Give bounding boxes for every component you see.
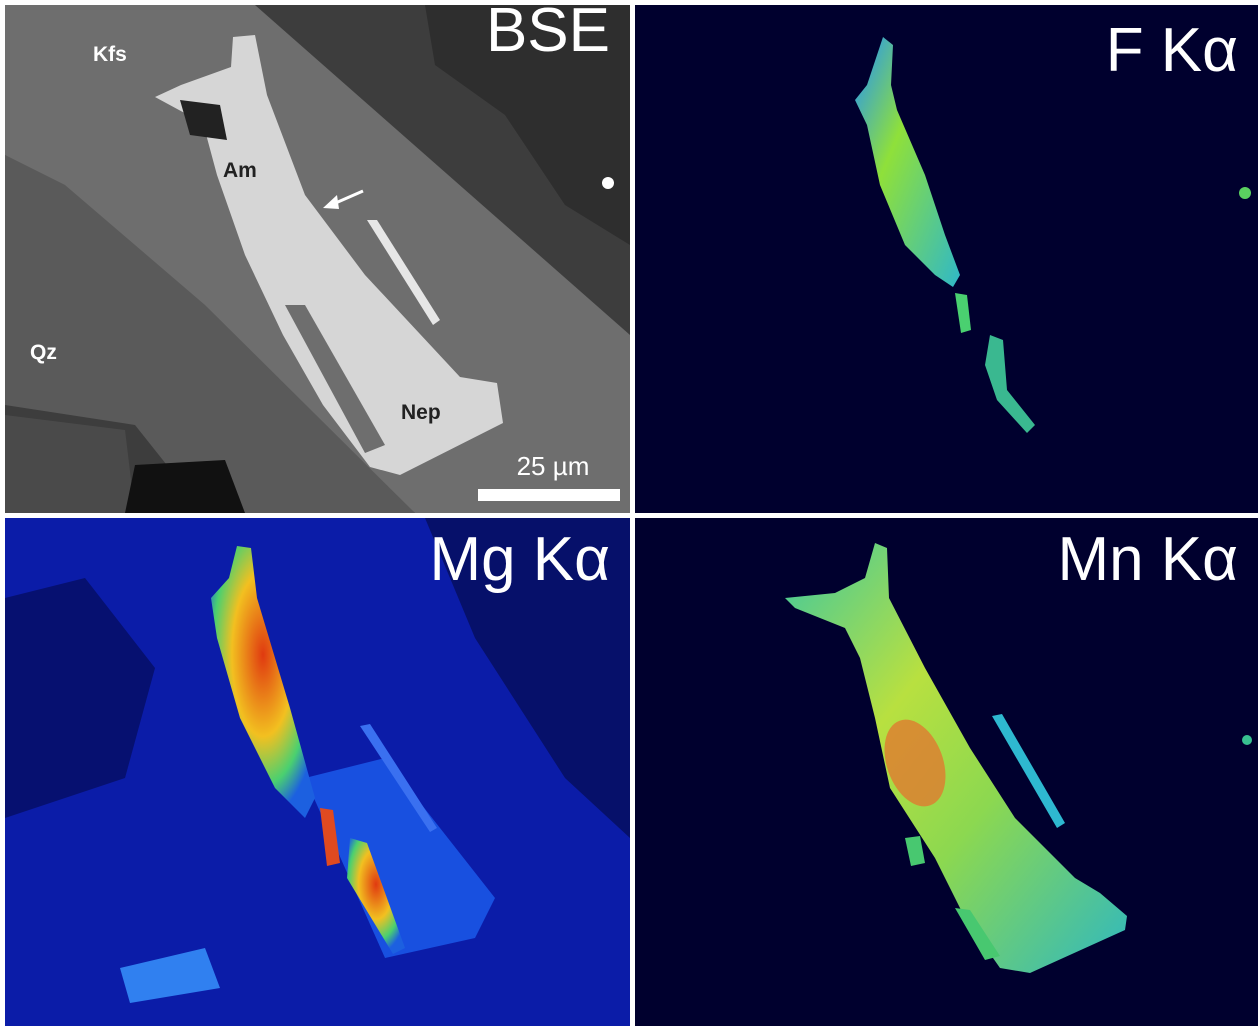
mn-panel: Mn Kα xyxy=(635,518,1258,1026)
mineral-label: Am xyxy=(223,159,257,182)
figure: BSE Kfs Am Qz Nep 25 µm F Kα Mg Kα xyxy=(0,0,1260,1026)
f-panel: F Kα xyxy=(635,5,1258,513)
mineral-label: Nep xyxy=(401,401,441,424)
fluorine-spot xyxy=(1239,187,1251,199)
mg-panel: Mg Kα xyxy=(5,518,630,1026)
manganese-spot xyxy=(1242,735,1252,745)
mineral-label: Qz xyxy=(30,341,57,364)
bse-panel: BSE Kfs Am Qz Nep 25 µm xyxy=(5,0,630,513)
scale-bar-label: 25 µm xyxy=(517,451,590,481)
mineral-label: Kfs xyxy=(93,43,127,66)
panel-label: Mn Kα xyxy=(1057,525,1238,594)
void xyxy=(125,460,245,513)
scale-bar xyxy=(478,489,620,501)
bright-grain xyxy=(602,177,614,189)
panel-label: Mg Kα xyxy=(429,525,610,594)
panel-label: BSE xyxy=(486,0,610,65)
quartz xyxy=(5,415,135,513)
panel-label: F Kα xyxy=(1106,16,1238,85)
